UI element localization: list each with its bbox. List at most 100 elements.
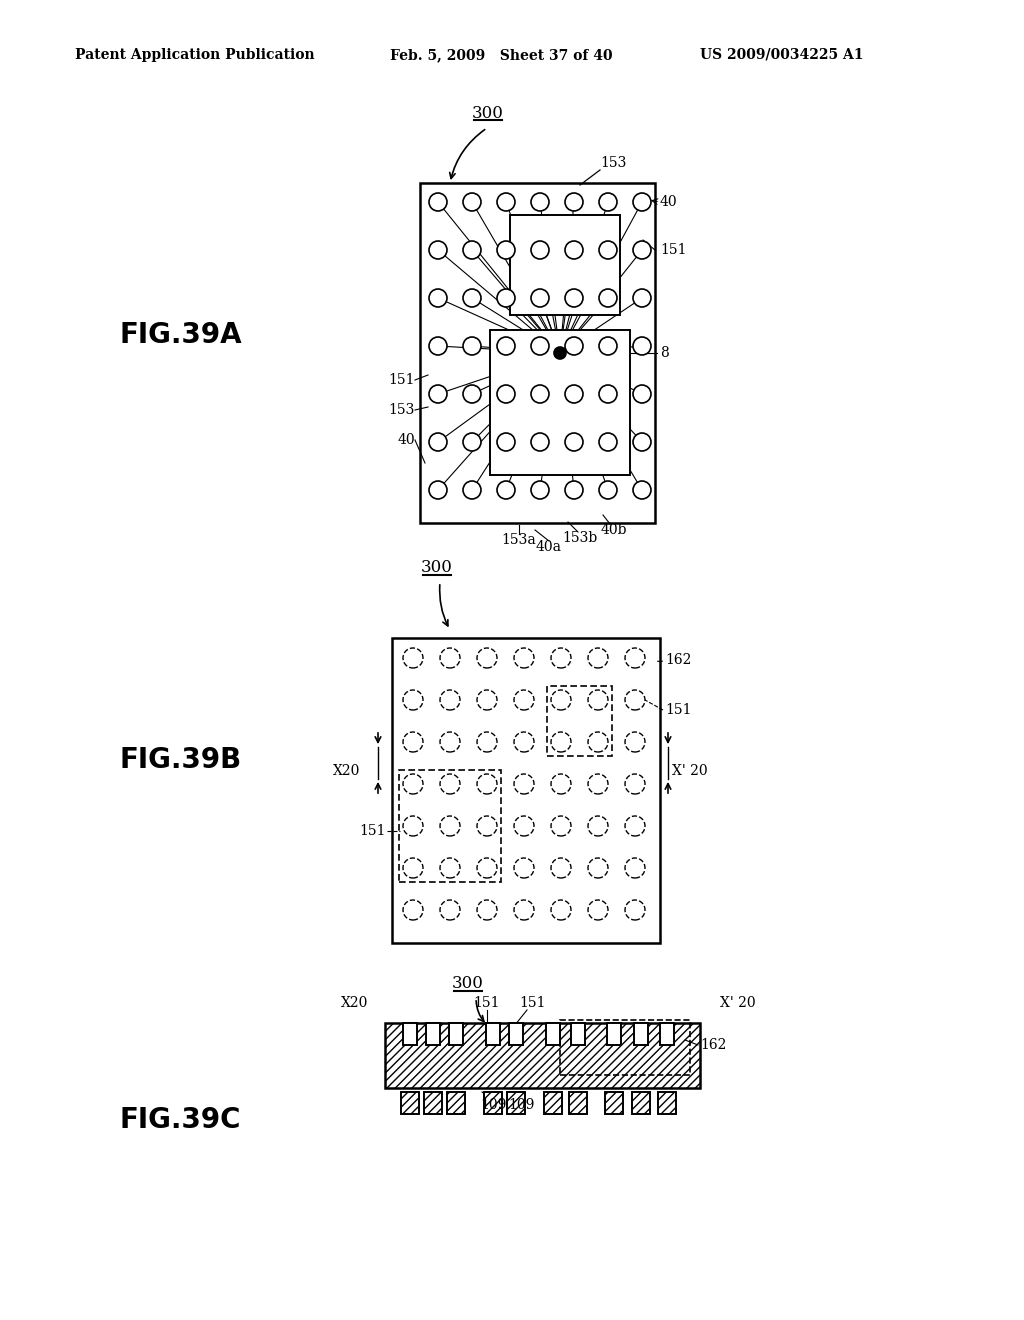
Bar (399, 770, 501, 882)
Text: 40a: 40a (536, 540, 562, 554)
Circle shape (633, 289, 651, 308)
Bar (632, 1092, 650, 1114)
Circle shape (497, 433, 515, 451)
Text: 162: 162 (700, 1038, 726, 1052)
Bar (632, 1092, 650, 1114)
Circle shape (599, 242, 617, 259)
Bar (510, 215, 620, 315)
Bar (424, 1092, 442, 1114)
Bar (401, 1092, 419, 1114)
Circle shape (599, 337, 617, 355)
Bar (424, 1092, 442, 1114)
Circle shape (531, 433, 549, 451)
Text: FIG.39B: FIG.39B (120, 746, 243, 774)
Circle shape (531, 385, 549, 403)
Text: X' 20: X' 20 (720, 997, 756, 1010)
Text: 151: 151 (388, 374, 415, 387)
Circle shape (565, 433, 583, 451)
Circle shape (497, 480, 515, 499)
Bar (449, 1023, 463, 1045)
Text: 153: 153 (389, 403, 415, 417)
Bar (571, 1023, 585, 1045)
Text: 40: 40 (397, 433, 415, 447)
Circle shape (463, 193, 481, 211)
Text: X' 20: X' 20 (672, 764, 708, 777)
Circle shape (429, 193, 447, 211)
Circle shape (633, 242, 651, 259)
Bar (385, 1023, 700, 1088)
Bar (546, 1023, 560, 1045)
Bar (544, 1092, 562, 1114)
Bar (484, 1092, 502, 1114)
Bar (658, 1092, 676, 1114)
Text: 151: 151 (665, 704, 691, 717)
Bar (658, 1092, 676, 1114)
Circle shape (565, 242, 583, 259)
Circle shape (565, 480, 583, 499)
Circle shape (463, 433, 481, 451)
Circle shape (463, 480, 481, 499)
Circle shape (429, 385, 447, 403)
Circle shape (565, 289, 583, 308)
Text: FIG.39A: FIG.39A (120, 321, 243, 348)
Bar (392, 638, 660, 942)
Circle shape (633, 480, 651, 499)
Text: 151: 151 (520, 997, 546, 1010)
Bar (447, 1092, 465, 1114)
Circle shape (531, 289, 549, 308)
Text: 109: 109 (508, 1098, 535, 1111)
Bar (507, 1092, 525, 1114)
Bar (607, 1023, 621, 1045)
Circle shape (531, 242, 549, 259)
Bar (569, 1092, 587, 1114)
Bar (486, 1023, 500, 1045)
Bar (401, 1092, 419, 1114)
Circle shape (565, 385, 583, 403)
Text: Feb. 5, 2009   Sheet 37 of 40: Feb. 5, 2009 Sheet 37 of 40 (390, 48, 612, 62)
Bar (544, 1092, 562, 1114)
Circle shape (463, 385, 481, 403)
Bar (385, 1023, 700, 1088)
Text: 151: 151 (660, 243, 686, 257)
Circle shape (429, 433, 447, 451)
Circle shape (565, 337, 583, 355)
Bar (569, 1092, 587, 1114)
Circle shape (463, 242, 481, 259)
Bar (420, 183, 655, 523)
Circle shape (497, 242, 515, 259)
Text: FIG.39C: FIG.39C (120, 1106, 242, 1134)
Text: 162: 162 (665, 653, 691, 667)
Text: US 2009/0034225 A1: US 2009/0034225 A1 (700, 48, 863, 62)
Circle shape (599, 289, 617, 308)
Circle shape (497, 337, 515, 355)
Circle shape (429, 480, 447, 499)
Text: 151: 151 (474, 997, 501, 1010)
Text: Patent Application Publication: Patent Application Publication (75, 48, 314, 62)
Bar (634, 1023, 648, 1045)
Bar (560, 1020, 690, 1074)
Circle shape (429, 337, 447, 355)
Circle shape (633, 337, 651, 355)
Text: 109: 109 (480, 1098, 506, 1111)
Circle shape (531, 193, 549, 211)
Text: 300: 300 (472, 104, 504, 121)
Circle shape (633, 385, 651, 403)
Bar (490, 330, 630, 475)
Circle shape (633, 193, 651, 211)
Text: 153b: 153b (562, 531, 598, 545)
Circle shape (463, 337, 481, 355)
Circle shape (463, 289, 481, 308)
Circle shape (429, 242, 447, 259)
Circle shape (599, 480, 617, 499)
Circle shape (497, 193, 515, 211)
Circle shape (599, 385, 617, 403)
Circle shape (497, 385, 515, 403)
Circle shape (565, 193, 583, 211)
Circle shape (497, 289, 515, 308)
Bar (509, 1023, 523, 1045)
Circle shape (554, 347, 566, 359)
Circle shape (599, 433, 617, 451)
Bar (426, 1023, 440, 1045)
Text: X20: X20 (341, 997, 368, 1010)
Text: X20: X20 (333, 764, 360, 777)
